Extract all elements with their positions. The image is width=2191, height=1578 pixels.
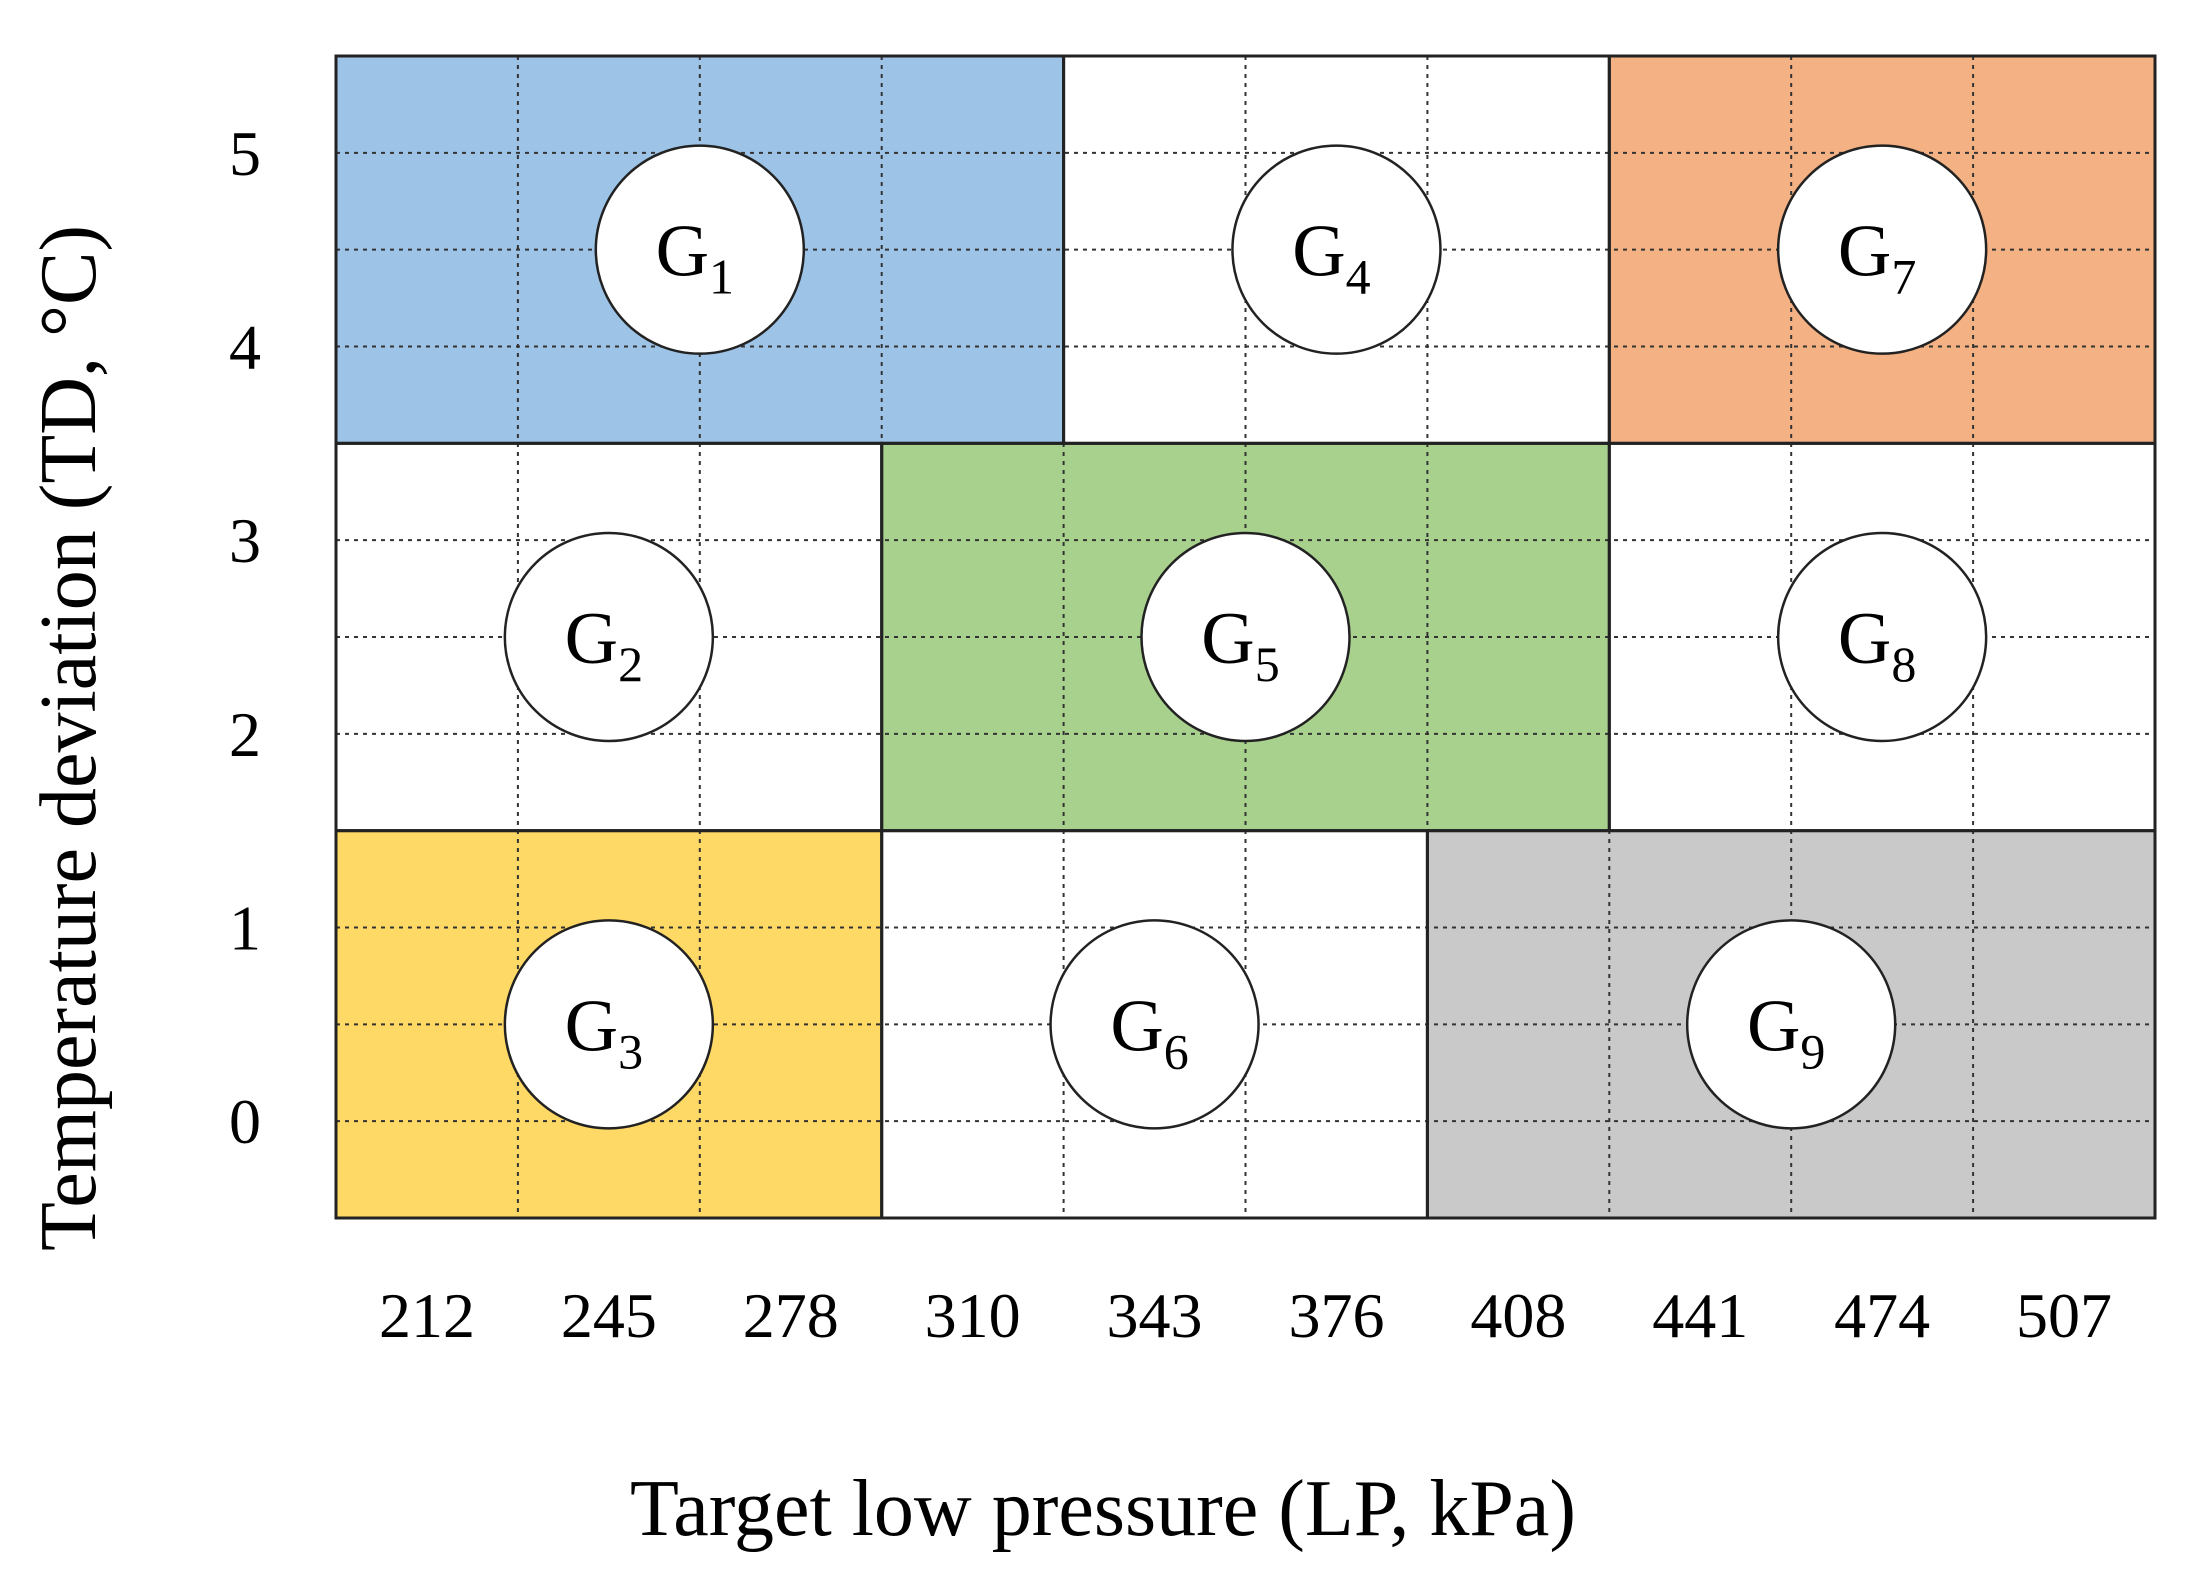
badge-g6: G6	[1049, 919, 1260, 1130]
badge-g4: G4	[1231, 144, 1442, 355]
badge-circle	[503, 531, 715, 743]
badge-g5: G5	[1140, 531, 1351, 743]
x-tick-label: 245	[561, 1280, 657, 1351]
badge-circle	[1049, 919, 1260, 1130]
badge-circle	[1231, 144, 1442, 355]
badge-circle	[503, 919, 715, 1130]
group-label: G5	[1201, 598, 1279, 692]
group-label: G2	[565, 598, 643, 692]
badge-g8: G8	[1776, 531, 1988, 743]
y-tick-label: 0	[229, 1086, 261, 1157]
group-label: G3	[565, 985, 643, 1079]
group-letter: G	[656, 211, 709, 293]
group-label: G6	[1110, 985, 1188, 1079]
group-letter: G	[1838, 211, 1891, 293]
group-index: 4	[1346, 249, 1371, 305]
y-tick-label: 5	[229, 118, 261, 189]
group-label: G9	[1747, 985, 1825, 1079]
badge-g9: G9	[1685, 919, 1897, 1130]
x-tick-label: 343	[1107, 1280, 1203, 1351]
badge-circle	[1776, 144, 1988, 355]
badge-circle	[1140, 531, 1351, 743]
group-letter: G	[1838, 598, 1891, 680]
group-letter: G	[1110, 985, 1163, 1067]
y-tick-label: 1	[229, 893, 261, 964]
y-axis-title: Temperature deviation (TD, °C)	[25, 225, 113, 1251]
badge-g3: G3	[503, 919, 715, 1130]
group-label: G7	[1838, 211, 1916, 305]
x-tick-label: 408	[1470, 1280, 1566, 1351]
group-index: 6	[1164, 1023, 1189, 1079]
badge-circle	[594, 144, 806, 355]
y-tick-label: 4	[229, 312, 261, 383]
group-letter: G	[1201, 598, 1254, 680]
group-index: 3	[618, 1023, 643, 1079]
x-tick-label: 474	[1834, 1280, 1930, 1351]
y-tick-label: 3	[229, 505, 261, 576]
x-tick-label: 376	[1288, 1280, 1384, 1351]
y-tick-labels: 0 1 2 3 4 5	[229, 118, 261, 1157]
group-index: 9	[1800, 1023, 1825, 1079]
plot-frame	[334, 54, 2157, 1220]
x-tick-label: 507	[2016, 1280, 2112, 1351]
x-tick-label: 310	[925, 1280, 1021, 1351]
group-label: G1	[656, 211, 734, 305]
group-index: 2	[618, 636, 643, 692]
badge-g2: G2	[503, 531, 715, 743]
badge-circle	[1776, 531, 1988, 743]
group-label: G8	[1838, 598, 1916, 692]
group-index: 1	[709, 249, 734, 305]
badge-g7: G7	[1776, 144, 1988, 355]
x-tick-label: 441	[1652, 1280, 1748, 1351]
x-tick-labels: 212 245 278 310 343 376 408 441 474 507	[379, 1280, 2112, 1351]
group-letter: G	[1292, 211, 1345, 293]
group-index: 8	[1891, 636, 1916, 692]
x-tick-label: 278	[743, 1280, 839, 1351]
group-borders	[334, 54, 2157, 1220]
x-axis-title: Target low pressure (LP, kPa)	[630, 1465, 1576, 1553]
badge-g1: G1	[594, 144, 806, 355]
group-index: 7	[1891, 249, 1916, 305]
x-tick-label: 212	[379, 1280, 475, 1351]
group-letter: G	[565, 598, 618, 680]
badge-circle	[1685, 919, 1897, 1130]
group-letter: G	[565, 985, 618, 1067]
group-index: 5	[1255, 636, 1280, 692]
y-tick-label: 2	[229, 699, 261, 770]
group-letter: G	[1747, 985, 1800, 1067]
group-label: G4	[1292, 211, 1370, 305]
